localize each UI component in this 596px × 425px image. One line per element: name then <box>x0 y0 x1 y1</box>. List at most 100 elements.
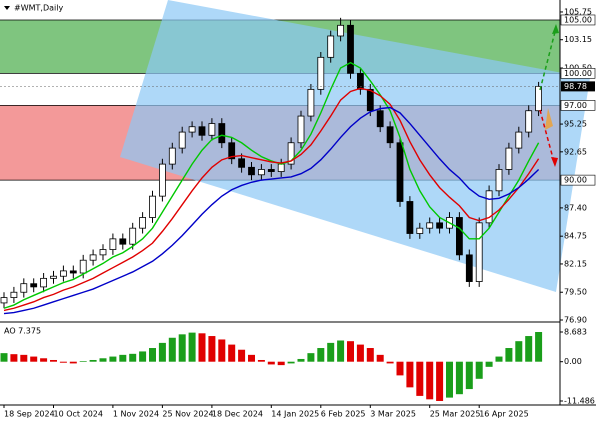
x-tick-label: 18 Dec 2024 <box>212 410 263 419</box>
moving-average <box>3 87 540 312</box>
moving-average <box>3 61 540 309</box>
x-tick-label: 1 Nov 2024 <box>113 410 159 419</box>
ao-bar <box>366 348 374 362</box>
ao-bar <box>208 336 216 362</box>
x-tick-label: 25 Mar 2025 <box>430 410 481 419</box>
ao-bar <box>436 361 444 401</box>
candle-body <box>525 110 533 133</box>
ao-bar <box>198 333 206 362</box>
ao-bar <box>287 361 295 364</box>
y-tick-label: 84.75 <box>564 232 587 241</box>
ao-bar <box>69 361 77 364</box>
x-tick-label: 14 Jan 2025 <box>271 410 319 419</box>
ao-bar <box>228 344 236 362</box>
level-label: 100.00 <box>564 69 592 78</box>
up-arrow <box>539 27 557 91</box>
ao-bar <box>337 340 345 362</box>
ao-bar <box>327 342 335 362</box>
level-label-box <box>560 174 596 186</box>
x-tick-label: 25 Nov 2024 <box>162 410 213 419</box>
candle-body <box>436 222 444 229</box>
candle-body <box>69 270 77 274</box>
ao-bar <box>109 356 117 362</box>
candle-body <box>396 142 404 202</box>
ao-bar <box>0 353 8 362</box>
candle-body <box>208 123 216 136</box>
candle-body <box>485 190 493 224</box>
ao-bar <box>158 342 166 362</box>
ao-bar <box>178 334 186 362</box>
ao-bar <box>416 361 424 396</box>
ao-bar <box>406 361 414 388</box>
candle-body <box>356 72 364 90</box>
ao-bar <box>515 341 523 362</box>
candle-body <box>238 158 246 168</box>
candle-body <box>149 195 156 218</box>
level-label: 97.00 <box>564 101 587 110</box>
ao-bar <box>396 361 404 376</box>
candle-body <box>228 142 236 160</box>
ao-bar <box>525 336 533 362</box>
y-tick-label: 8.683 <box>564 328 587 337</box>
candle-body <box>515 131 523 149</box>
ao-bar <box>89 359 97 362</box>
ao-bar <box>455 361 463 395</box>
candle-body <box>465 254 473 282</box>
ao-bar <box>307 353 315 362</box>
candle-body <box>109 238 117 250</box>
candle-body <box>218 123 226 144</box>
candle-body <box>89 254 97 261</box>
candle-body <box>317 56 325 90</box>
candle-body <box>30 283 38 288</box>
chart-title: #WMT,Daily <box>14 4 63 13</box>
candle-body <box>376 110 384 128</box>
candle-body <box>168 147 176 165</box>
indicator-label: AO 7.375 <box>4 327 41 336</box>
candle-body <box>327 35 335 58</box>
y-tick-label: 92.65 <box>564 147 587 156</box>
ao-bar <box>139 351 147 362</box>
ao-bar <box>485 361 493 367</box>
ao-bar <box>386 361 394 364</box>
candle-body <box>257 169 265 176</box>
x-tick-label: 16 Apr 2025 <box>479 410 528 419</box>
candle-body <box>20 283 28 293</box>
ao-bar <box>119 354 127 362</box>
candle-body <box>267 169 275 172</box>
y-tick-label: 100.50 <box>564 64 592 73</box>
ao-bar <box>129 353 137 362</box>
ao-bar <box>40 358 48 362</box>
x-tick-label: 10 Oct 2024 <box>54 410 103 419</box>
plot <box>0 17 560 401</box>
candle-body <box>287 142 295 165</box>
candle-body <box>119 238 127 245</box>
ao-bar <box>446 361 453 398</box>
x-tick-label: 18 Sep 2024 <box>4 410 55 419</box>
last-price-label: 98.78 <box>564 82 587 91</box>
candle-body <box>139 217 147 229</box>
candle-body <box>0 297 8 304</box>
ao-bar <box>535 332 543 362</box>
ao-bar <box>465 361 473 390</box>
candle-body <box>366 88 374 112</box>
candle-body <box>535 85 542 112</box>
candle-body <box>455 217 463 256</box>
last-price-box <box>561 81 595 92</box>
ao-bar <box>59 361 67 363</box>
candle-body <box>406 201 414 234</box>
ao-bar <box>505 348 513 362</box>
ao-bar <box>168 337 176 362</box>
candle-body <box>10 291 18 298</box>
ao-bar <box>257 359 265 362</box>
level-label-box <box>560 100 596 111</box>
ao-bar <box>475 361 483 379</box>
menu-icon <box>4 6 10 10</box>
ao-bar <box>248 354 255 362</box>
moving-average <box>3 106 540 315</box>
ao-bar <box>99 358 107 362</box>
ao-bar <box>50 359 57 362</box>
candle-body <box>307 88 315 117</box>
ao-bar <box>10 354 18 362</box>
candle-body <box>505 147 513 170</box>
